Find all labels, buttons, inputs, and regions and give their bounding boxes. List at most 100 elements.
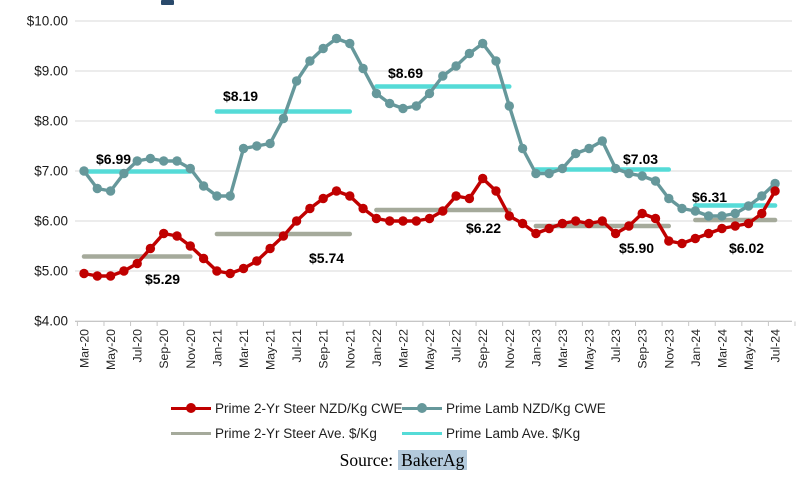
steer-data-point: [438, 206, 448, 216]
steer-data-point: [743, 218, 754, 229]
steer-data-point: [398, 216, 408, 226]
lamb-data-point: [385, 98, 395, 109]
x-tick-label: May-20: [104, 329, 118, 370]
lamb-data-point: [664, 193, 674, 204]
lamb-data-point: [770, 178, 780, 189]
x-tick-label: Mar-21: [237, 329, 251, 368]
legend-item-lamb-series: Prime Lamb NZD/Kg CWE: [402, 400, 606, 416]
lamb-data-point: [650, 176, 661, 186]
y-tick-label: $4.00: [34, 314, 68, 329]
steer-data-point: [424, 213, 435, 224]
steer-data-point: [770, 186, 780, 196]
lamb-data-point: [212, 191, 222, 201]
steer-average-value-label: $5.90: [619, 240, 654, 256]
steer-data-point: [571, 216, 581, 226]
price-chart-svg: $10.00 $9.00 $8.00 $7.00 $6.00 $5.00 $4.00 Mar-…: [27, 14, 796, 370]
lamb-average-value-label: $6.31: [692, 189, 727, 205]
x-tick-label: Jan-22: [370, 329, 384, 367]
steer-data-point: [132, 258, 142, 269]
lamb-data-point: [544, 168, 554, 179]
steer-data-point: [212, 266, 222, 276]
lamb-data-point: [411, 101, 421, 111]
lamb-data-point: [517, 143, 528, 154]
steer-data-point: [451, 191, 461, 201]
steer-data-point: [305, 203, 315, 214]
lamb-data-point: [557, 163, 568, 174]
x-tick-label: Jan-24: [689, 329, 703, 367]
lamb-data-point: [424, 88, 435, 99]
lamb-data-point: [371, 88, 382, 99]
legend-item-lamb-average: Prime Lamb Ave. $/Kg: [402, 425, 580, 441]
x-tick-label: Nov-21: [343, 329, 357, 369]
steer-data-point: [318, 193, 328, 204]
source-name: BakerAg: [398, 450, 468, 470]
x-tick-label: Mar-24: [715, 329, 729, 368]
x-tick-label: Jul-20: [131, 329, 145, 363]
x-tick-label: Sep-21: [317, 329, 331, 369]
x-tick-label: May-24: [742, 329, 756, 370]
steer-data-point: [92, 271, 103, 281]
cropped-title-fragment: [161, 0, 174, 5]
x-tick-label: Sep-23: [636, 329, 650, 369]
source-prefix: Source:: [339, 450, 394, 470]
lamb-data-point: [305, 56, 315, 66]
steer-data-point: [105, 271, 116, 281]
lamb-average-value-label: $7.03: [623, 151, 658, 167]
steer-data-point: [690, 233, 700, 244]
steer-data-point: [610, 228, 621, 239]
lamb-data-point: [584, 143, 594, 154]
steer-data-point: [79, 268, 89, 279]
lamb-data-point: [464, 48, 475, 59]
lamb-data-point: [624, 168, 634, 179]
steer-data-point: [145, 243, 156, 254]
steer-data-point: [597, 216, 607, 226]
steer-data-point: [757, 208, 767, 219]
lamb-average-value-label: $8.69: [388, 65, 423, 81]
steer-data-point: [331, 186, 342, 196]
steer-data-point: [557, 218, 568, 229]
lamb-data-point: [159, 156, 169, 166]
steer-data-point: [730, 221, 740, 231]
steer-data-point: [159, 228, 169, 239]
x-tick-label: Nov-23: [662, 329, 676, 369]
steer-data-point: [172, 231, 182, 241]
legend-item-steer-average: Prime 2-Yr Steer Ave. $/Kg: [171, 425, 377, 441]
lamb-data-point: [438, 71, 448, 81]
lamb-data-point: [703, 211, 714, 221]
y-tick-label: $7.00: [34, 164, 68, 179]
lamb-data-point: [119, 168, 129, 179]
legend-label: Prime Lamb NZD/Kg CWE: [446, 400, 606, 416]
steer-data-point: [531, 228, 541, 239]
lamb-data-point: [331, 33, 342, 44]
lamb-data-point: [730, 208, 740, 219]
lamb-series-legend-swatch: [402, 401, 442, 415]
lamb-data-point: [743, 201, 754, 211]
lamb-data-point: [358, 63, 368, 74]
steer-average-value-label: $6.22: [466, 220, 501, 236]
lamb-data-point: [531, 168, 541, 179]
lamb-data-point: [291, 76, 302, 86]
x-tick-label: Jul-22: [450, 329, 464, 363]
steer-data-point: [517, 218, 528, 229]
lamb-average-legend-swatch: [402, 426, 442, 440]
steer-data-point: [358, 203, 368, 214]
x-tick-label: Jul-21: [290, 329, 304, 363]
steer-data-point: [491, 186, 501, 196]
lamb-data-point: [451, 61, 461, 71]
lamb-data-point: [238, 143, 249, 154]
lamb-data-point: [79, 166, 89, 176]
lamb-data-point: [757, 191, 767, 201]
steer-data-point: [703, 228, 714, 239]
lamb-data-point: [637, 171, 647, 181]
lamb-data-point: [145, 153, 156, 164]
steer-data-point: [411, 216, 421, 226]
legend-label: Prime 2-Yr Steer NZD/Kg CWE: [215, 400, 403, 416]
x-tick-label: Sep-20: [157, 329, 171, 369]
steer-data-point: [185, 241, 195, 251]
lamb-data-point: [571, 148, 581, 159]
y-tick-label: $10.00: [27, 14, 68, 29]
steer-data-point: [624, 221, 634, 231]
source-line: Source: BakerAg: [0, 450, 807, 471]
lamb-data-point: [185, 163, 195, 174]
